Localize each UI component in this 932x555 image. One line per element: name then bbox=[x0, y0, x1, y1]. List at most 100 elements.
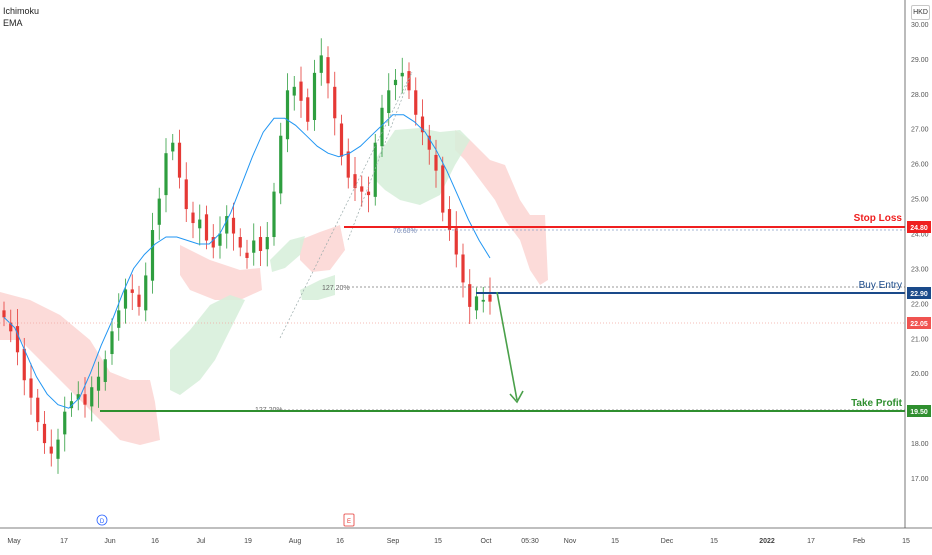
time-tick-label: 05:30 bbox=[521, 538, 539, 545]
candle-body bbox=[15, 326, 20, 353]
time-tick-label: 17 bbox=[60, 538, 68, 545]
candle-body bbox=[441, 165, 445, 213]
candle-body bbox=[204, 214, 209, 241]
cloud-bearish bbox=[0, 292, 160, 445]
candle-body bbox=[285, 90, 290, 140]
candle-body bbox=[123, 289, 128, 309]
time-tick-label: 16 bbox=[151, 538, 159, 545]
candle-body bbox=[366, 191, 371, 196]
candle-body bbox=[387, 90, 391, 114]
candle-body bbox=[231, 217, 236, 234]
candle-body bbox=[353, 174, 357, 189]
stop-loss-value: 24.80 bbox=[910, 225, 928, 232]
time-tick-label: 15 bbox=[710, 538, 718, 545]
cloud-bearish bbox=[455, 130, 548, 285]
take-profit-tag bbox=[907, 405, 931, 417]
time-tick-label: Aug bbox=[289, 538, 302, 545]
candle-body bbox=[184, 179, 188, 210]
currency-button[interactable]: HKD bbox=[911, 5, 930, 20]
candle-body bbox=[144, 275, 148, 311]
stop-loss-tag bbox=[907, 221, 931, 233]
candle-body bbox=[56, 439, 60, 459]
candle-body bbox=[380, 107, 384, 147]
stop-loss-label: Stop Loss bbox=[854, 213, 903, 224]
time-tick-label: 17 bbox=[807, 538, 815, 545]
candle-body bbox=[103, 359, 107, 382]
time-tick-label: Nov bbox=[564, 538, 577, 545]
candle-body bbox=[373, 142, 377, 197]
current-price-value: 22.05 bbox=[910, 321, 928, 328]
time-tick-label: Jul bbox=[197, 538, 206, 545]
legend-ichimoku[interactable]: Ichimoku bbox=[3, 6, 40, 16]
candle-body bbox=[157, 198, 161, 225]
candle-body bbox=[83, 394, 87, 405]
candle-body bbox=[333, 86, 337, 119]
fib-label-entry: 127.20% bbox=[322, 285, 350, 292]
candle-body bbox=[272, 191, 276, 238]
time-axis[interactable]: May 17 Jun 16 Jul 19 Aug 16 Sep 15 Oct 05:30 Nov 15 De… bbox=[7, 538, 910, 545]
time-tick-label: Feb bbox=[853, 538, 865, 545]
candle-body bbox=[36, 397, 40, 423]
price-tick-label: 24.00 bbox=[911, 232, 929, 239]
buy-entry-label: Buy Entry bbox=[859, 280, 902, 291]
candles-layer bbox=[2, 38, 492, 474]
price-tick-label: 20.00 bbox=[911, 371, 929, 378]
projection-arrowhead bbox=[509, 390, 524, 404]
time-tick-label: 19 bbox=[244, 538, 252, 545]
candle-body bbox=[42, 423, 47, 444]
candle-body bbox=[326, 57, 330, 84]
cloud-bullish bbox=[170, 295, 245, 395]
price-tick-label: 23.00 bbox=[911, 266, 929, 273]
candle-body bbox=[420, 116, 425, 133]
price-tick-label: 27.00 bbox=[911, 127, 929, 134]
candle-body bbox=[481, 299, 485, 302]
earnings-marker[interactable] bbox=[343, 513, 355, 527]
price-tick-label: 18.00 bbox=[911, 441, 929, 448]
candle-body bbox=[117, 310, 121, 328]
candle-body bbox=[29, 378, 33, 398]
time-tick-label: 2022 bbox=[759, 538, 775, 545]
candle-body bbox=[225, 216, 229, 234]
candle-body bbox=[319, 55, 323, 73]
candle-body bbox=[454, 228, 458, 255]
price-tick-label: 26.00 bbox=[911, 162, 929, 169]
price-tick-label: 25.00 bbox=[911, 197, 929, 204]
candle-body bbox=[9, 322, 13, 332]
candle-body bbox=[461, 254, 465, 283]
dividend-marker[interactable] bbox=[96, 514, 108, 526]
legend-ema[interactable]: EMA bbox=[3, 18, 23, 28]
candle-body bbox=[164, 153, 168, 196]
time-tick-label: May bbox=[7, 538, 21, 545]
fib-trend-line-2 bbox=[347, 71, 413, 241]
candle-body bbox=[339, 123, 344, 157]
time-tick-label: Dec bbox=[661, 538, 674, 545]
candle-body bbox=[279, 135, 283, 194]
candle-body bbox=[427, 135, 431, 150]
price-tick-label: 22.00 bbox=[911, 301, 929, 308]
candle-body bbox=[191, 212, 195, 224]
take-profit-value: 19.50 bbox=[910, 409, 928, 416]
candle-body bbox=[468, 284, 472, 307]
candle-body bbox=[265, 237, 269, 250]
fib-trend-line-1 bbox=[279, 71, 413, 339]
candle-body bbox=[177, 142, 182, 178]
ema-line bbox=[3, 114, 491, 409]
candle-body bbox=[252, 240, 256, 253]
candle-body bbox=[312, 72, 317, 121]
time-tick-label: Jun bbox=[104, 538, 115, 545]
candle-body bbox=[76, 394, 80, 400]
candle-body bbox=[211, 237, 215, 248]
candle-body bbox=[22, 348, 26, 381]
candle-body bbox=[447, 209, 452, 231]
candle-body bbox=[96, 376, 101, 391]
ema-layer bbox=[3, 114, 491, 409]
projection-arrow[interactable] bbox=[496, 291, 518, 401]
candle-body bbox=[258, 237, 263, 251]
buy-entry-tag bbox=[907, 287, 931, 299]
candle-body bbox=[137, 294, 141, 307]
candle-body bbox=[69, 401, 74, 409]
take-profit-label: Take Profit bbox=[851, 398, 903, 409]
earnings-marker-label: E bbox=[347, 519, 351, 525]
